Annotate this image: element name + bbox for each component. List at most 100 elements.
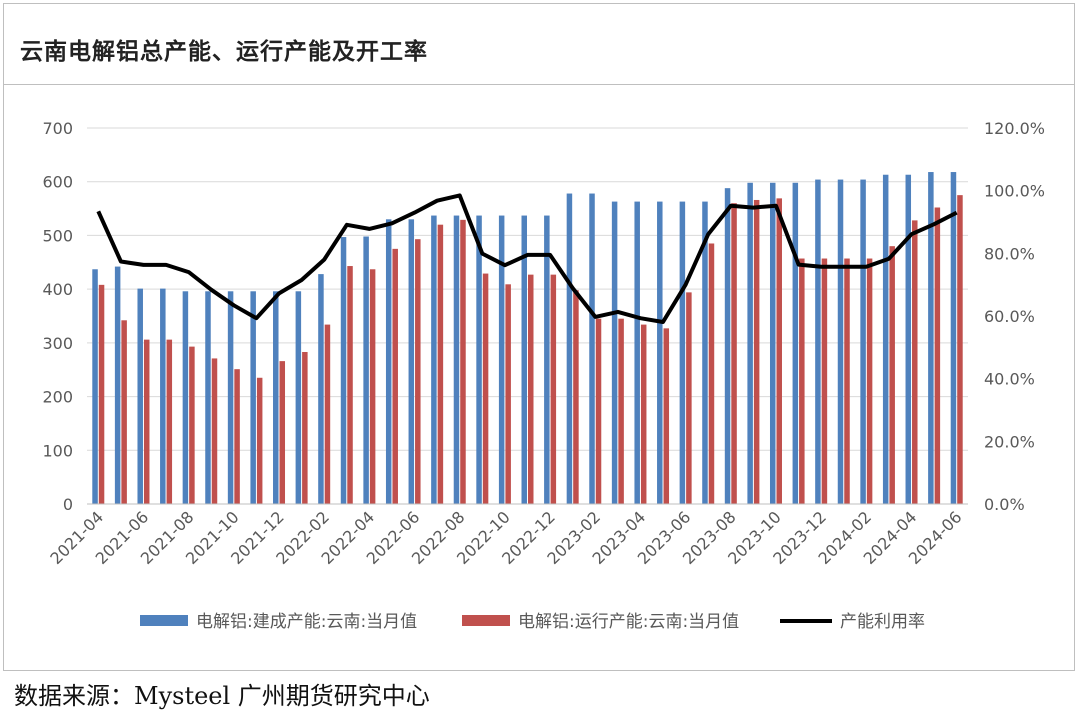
bar-built-capacity — [634, 201, 640, 505]
bar-built-capacity — [340, 237, 347, 505]
bar-running-capacity — [550, 274, 557, 504]
bar-running-capacity — [663, 328, 670, 504]
bar-running-capacity — [437, 224, 444, 504]
bar-built-capacity — [498, 215, 505, 504]
y-left-tick-label: 500 — [42, 226, 73, 245]
legend-label: 电解铝:运行产能:云南:当月值 — [518, 612, 739, 632]
legend-swatch — [462, 615, 510, 626]
bar-running-capacity — [415, 239, 421, 504]
bar-built-capacity — [408, 219, 415, 505]
bar-running-capacity — [369, 269, 376, 504]
bar-built-capacity — [837, 179, 844, 504]
bar-built-capacity — [747, 182, 753, 504]
bar-running-capacity — [686, 292, 692, 504]
bar-built-capacity — [431, 215, 437, 504]
bar-built-capacity — [566, 193, 573, 504]
bar-running-capacity — [505, 284, 511, 504]
bar-running-capacity — [324, 324, 331, 504]
legend-swatch — [140, 615, 188, 626]
bar-built-capacity — [318, 274, 324, 504]
y-left-tick-label: 100 — [42, 441, 73, 460]
title-bar: 云南电解铝总产能、运行产能及开工率 — [4, 4, 1074, 85]
bar-running-capacity — [844, 258, 850, 504]
bar-built-capacity — [160, 288, 166, 504]
bar-built-capacity — [792, 182, 799, 504]
bar-built-capacity — [702, 201, 708, 505]
bar-built-capacity — [521, 215, 527, 504]
bar-running-capacity — [708, 243, 715, 504]
bar-built-capacity — [860, 179, 866, 504]
bar-running-capacity — [166, 339, 173, 504]
bar-running-capacity — [595, 318, 602, 504]
bar-running-capacity — [460, 219, 466, 504]
chart-svg: 0 100 200 300 400 500 600 700 0.0% 20.0% 40.0% 60.0… — [42, 119, 1045, 632]
bar-built-capacity — [928, 172, 934, 504]
y-left-tick-label: 600 — [42, 173, 73, 192]
bar-running-capacity — [640, 324, 647, 504]
y-right-tick-label: 100.0% — [984, 182, 1045, 201]
bar-running-capacity — [279, 361, 286, 504]
bar-running-capacity — [731, 203, 737, 504]
bar-running-capacity — [776, 198, 782, 504]
bar-running-capacity — [912, 220, 918, 505]
y-left-tick-label: 0 — [63, 495, 73, 514]
bar-built-capacity — [905, 174, 912, 504]
bar-built-capacity — [182, 291, 189, 504]
y-right-tick-label: 120.0% — [984, 119, 1045, 138]
bar-built-capacity — [137, 288, 143, 504]
bar-running-capacity — [392, 248, 398, 504]
bar-built-capacity — [250, 291, 256, 504]
bar-running-capacity — [482, 273, 489, 504]
y-right-tick-label: 20.0% — [984, 432, 1035, 451]
bar-running-capacity — [573, 290, 579, 504]
bar-running-capacity — [618, 318, 624, 504]
bar-running-capacity — [256, 377, 263, 504]
bar-running-capacity — [302, 351, 308, 504]
chart-title: 云南电解铝总产能、运行产能及开工率 — [20, 39, 428, 65]
bar-running-capacity — [889, 246, 895, 504]
bar-running-capacity — [866, 258, 873, 504]
bar-built-capacity — [92, 269, 98, 504]
bar-running-capacity — [957, 195, 963, 504]
bar-running-capacity — [143, 339, 150, 504]
bar-built-capacity — [273, 291, 279, 504]
bar-built-capacity — [205, 291, 211, 504]
bar-built-capacity — [453, 215, 460, 504]
bar-built-capacity — [227, 291, 234, 504]
bar-running-capacity — [234, 369, 240, 504]
y-left-tick-label: 400 — [42, 280, 73, 299]
chart-frame: 云南电解铝总产能、运行产能及开工率 — [3, 3, 1075, 671]
bar-running-capacity — [98, 284, 105, 504]
bar-built-capacity — [950, 172, 957, 504]
bar-built-capacity — [769, 182, 776, 504]
bar-built-capacity — [724, 188, 731, 504]
bar-running-capacity — [211, 358, 218, 504]
bar-built-capacity — [476, 215, 482, 504]
bar-running-capacity — [189, 346, 195, 504]
bar-running-capacity — [347, 266, 353, 504]
y-left-tick-label: 700 — [42, 119, 73, 138]
bar-running-capacity — [799, 258, 805, 504]
y-right-tick-label: 60.0% — [984, 307, 1035, 326]
utilization-line — [96, 193, 958, 324]
bar-built-capacity — [657, 201, 663, 505]
bar-built-capacity — [385, 219, 392, 505]
bar-built-capacity — [815, 179, 821, 504]
bar-running-capacity — [528, 274, 534, 504]
bar-built-capacity — [611, 201, 618, 505]
bar-built-capacity — [295, 291, 302, 504]
y-right-tick-label: 80.0% — [984, 244, 1035, 263]
bar-running-capacity — [934, 207, 941, 505]
bar-built-capacity — [544, 215, 550, 504]
y-left-tick-label: 300 — [42, 334, 73, 353]
bar-built-capacity — [679, 201, 686, 505]
bar-running-capacity — [821, 258, 828, 504]
legend-label: 产能利用率 — [840, 612, 925, 632]
y-right-tick-label: 40.0% — [984, 370, 1035, 389]
bar-built-capacity — [114, 266, 121, 504]
y-right-tick-label: 0.0% — [984, 495, 1025, 514]
bar-built-capacity — [882, 174, 889, 504]
legend-label: 电解铝:建成产能:云南:当月值 — [196, 612, 417, 632]
bar-running-capacity — [753, 199, 760, 504]
y-left-tick-label: 200 — [42, 388, 73, 407]
